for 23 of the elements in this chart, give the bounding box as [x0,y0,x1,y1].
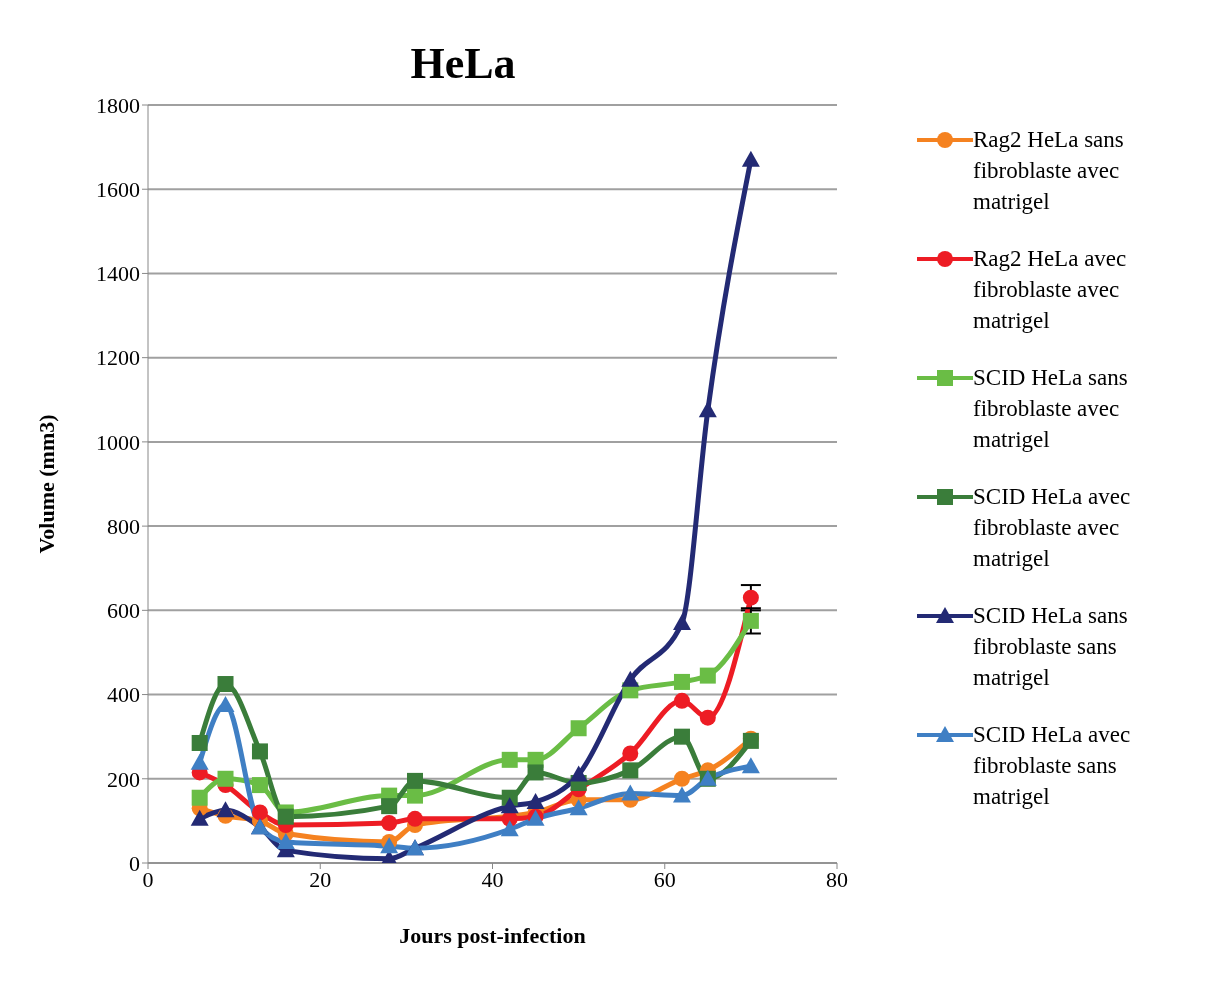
legend-label: Rag2 HeLa avec fibroblaste avec matrigel [973,245,1128,335]
y-tick-label: 1800 [96,92,140,118]
x-tick-label: 40 [481,866,504,892]
y-tick-label: 800 [107,513,140,539]
x-axis-title: Jours post-infection [399,923,586,948]
legend-label: SCID HeLa sans fibroblaste avec matrigel [973,364,1129,454]
x-tick-label: 60 [653,866,676,892]
x-tick-label: 80 [826,866,848,892]
y-tick-label: 1600 [96,177,140,203]
y-tick-label: 600 [107,598,140,624]
y-tick-label: 0 [129,850,140,876]
x-tick-label: 20 [309,866,332,892]
y-tick-label: 1000 [96,429,140,455]
y-tick-label: 1400 [96,261,140,287]
legend-label: SCID HeLa avec fibroblaste avec matrigel [973,483,1132,573]
y-tick-label: 1200 [96,345,140,371]
legend-label: SCID HeLa avec fibroblaste sans matrigel [973,721,1132,811]
y-tick-label: 200 [107,766,140,792]
y-tick-label: 400 [107,682,140,708]
legend-label: Rag2 HeLa sans fibroblaste avec matrigel [973,126,1125,216]
chart-title: HeLa [409,38,517,89]
legend-label: SCID HeLa sans fibroblaste sans matrigel [973,602,1129,692]
y-axis-title: Volume (mm3) [33,414,59,554]
